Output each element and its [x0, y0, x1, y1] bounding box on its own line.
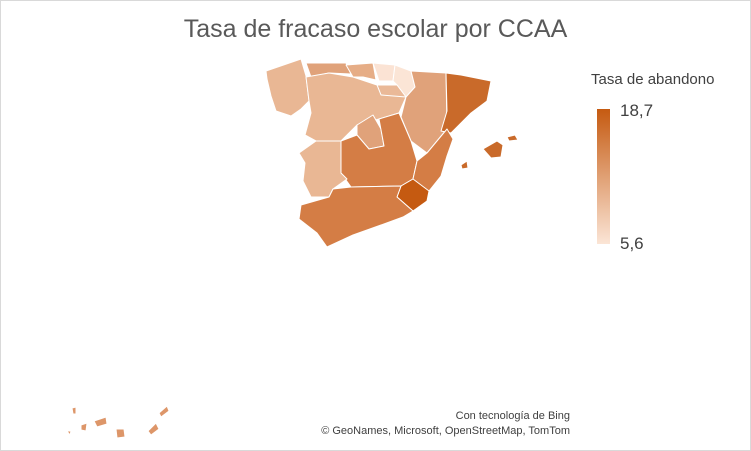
legend-color-scale	[597, 109, 610, 244]
bing-credit: Con tecnología de Bing	[455, 410, 570, 422]
map-credits: Con tecnología de Bing © GeoNames, Micro…	[321, 409, 570, 439]
region-pais-vasco[interactable]	[372, 62, 396, 82]
legend-title: Tasa de abandono	[591, 71, 715, 88]
region-comunidad-valenciana[interactable]	[412, 128, 454, 192]
region-menorca[interactable]	[506, 134, 519, 142]
region-canarias[interactable]	[66, 405, 170, 439]
region-asturias[interactable]	[305, 62, 352, 78]
region-cantabria[interactable]	[345, 62, 377, 81]
legend-min-label: 5,6	[620, 234, 644, 253]
legend-max-label: 18,7	[620, 101, 654, 120]
region-cataluna[interactable]	[440, 72, 492, 134]
region-andalucia[interactable]	[298, 185, 414, 248]
region-galicia[interactable]	[265, 58, 310, 117]
data-sources-credit: © GeoNames, Microsoft, OpenStreetMap, To…	[321, 425, 570, 437]
region-ibiza[interactable]	[460, 160, 469, 170]
region-mallorca[interactable]	[482, 140, 504, 159]
chart-title: Tasa de fracaso escolar por CCAA	[183, 15, 568, 43]
